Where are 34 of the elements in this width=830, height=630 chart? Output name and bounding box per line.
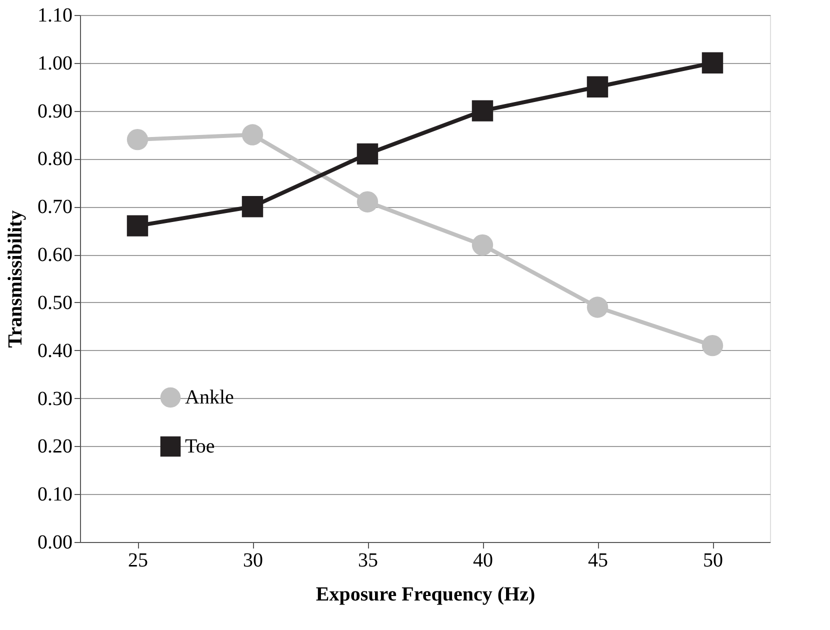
x-axis-title: Exposure Frequency (Hz)	[316, 584, 536, 606]
point	[702, 334, 724, 356]
y-tick-label: 0.00	[38, 532, 72, 554]
point	[356, 143, 378, 165]
x-tick-label: 30	[243, 550, 263, 572]
y-tick-label: 0.30	[38, 388, 72, 410]
x-tick-label: 50	[703, 550, 723, 572]
y-tick-label: 1.10	[38, 4, 72, 26]
y-tick-label: 0.20	[38, 436, 72, 458]
y-tick-label: 0.70	[38, 196, 72, 218]
y-tick-label: 0.60	[38, 244, 72, 266]
point	[356, 191, 378, 212]
point	[126, 215, 148, 236]
y-tick-label: 1.00	[38, 52, 72, 74]
x-tick-label: 40	[473, 550, 493, 572]
x-tick-label: 25	[128, 550, 148, 572]
legend-label: Toe	[185, 436, 215, 458]
y-tick-label: 0.90	[38, 100, 72, 122]
x-tick-label: 35	[358, 550, 378, 572]
legend-label: Ankle	[185, 386, 234, 408]
point	[472, 100, 494, 122]
y-axis-title: Transmissibility	[4, 210, 26, 348]
y-tick-label: 0.10	[38, 484, 72, 506]
point	[586, 296, 608, 318]
y-tick-label: 0.80	[38, 148, 72, 170]
x-tick-label: 45	[588, 550, 608, 572]
point	[586, 76, 608, 98]
y-tick-label: 0.40	[38, 340, 72, 362]
point	[126, 128, 148, 150]
point	[702, 52, 724, 74]
point	[242, 124, 264, 146]
point	[242, 196, 264, 218]
point	[472, 234, 494, 256]
y-tick-label: 0.50	[38, 292, 72, 314]
